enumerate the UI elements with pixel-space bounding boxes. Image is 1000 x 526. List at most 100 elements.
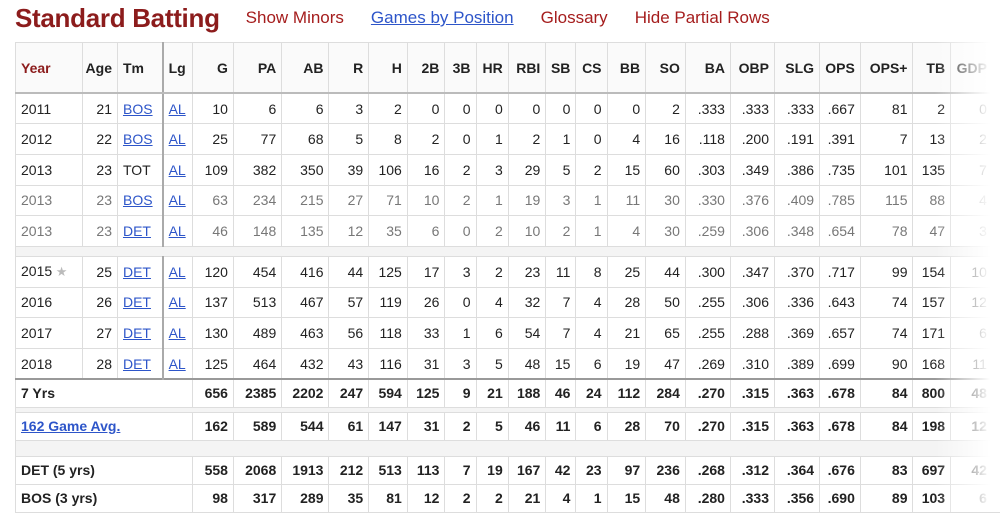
cell: 148 [232, 215, 283, 247]
cell: 6 [475, 317, 509, 349]
cell: .409 [773, 184, 821, 217]
cell: .370 [773, 255, 821, 288]
league-link[interactable]: AL [168, 161, 186, 178]
cell: 4 [475, 286, 509, 319]
season-row: 2013 23 DET AL 46 148 135 12 35 6 0 2 10 2 1 4 30.259.30… [15, 215, 1000, 247]
hide-partial-rows-link[interactable]: Hide Partial Rows [634, 8, 770, 27]
cell: 284 [645, 378, 686, 408]
cell: 2 [475, 215, 509, 247]
cell: DET [116, 286, 164, 319]
league-link[interactable]: AL [168, 223, 186, 240]
league-link[interactable]: AL [168, 325, 186, 342]
cell: 0 [507, 92, 547, 125]
cell: 10 [406, 184, 446, 217]
show-minors-link[interactable]: Show Minors [245, 8, 344, 27]
cell: 28 [81, 348, 118, 380]
team-link[interactable]: DET [122, 223, 151, 240]
cell: 464 [232, 348, 283, 380]
cell: DET [116, 317, 164, 349]
glossary-link[interactable]: Glossary [540, 8, 608, 27]
cell: 54 [507, 317, 547, 349]
cell: .347 [729, 255, 775, 288]
cell: 99 [859, 255, 914, 288]
league-link[interactable]: AL [168, 263, 186, 280]
cell: 4 [606, 215, 647, 247]
cell: 3 [475, 153, 509, 186]
cell: 27 [328, 184, 370, 217]
team-link[interactable]: BOS [122, 100, 153, 117]
team-link[interactable]: DET [122, 263, 151, 280]
cell: 0 [444, 215, 477, 247]
cell: 81 [859, 92, 914, 125]
column-header: Year [15, 42, 83, 94]
total-label: BOS (3 yrs) [15, 483, 194, 513]
team-link[interactable]: DET [122, 355, 151, 372]
cell: 0 [444, 123, 477, 155]
team-link[interactable]: BOS [122, 192, 153, 209]
column-header: SLG [773, 42, 821, 94]
games-by-position-link[interactable]: Games by Position [370, 8, 514, 27]
cell: 25 [606, 255, 647, 288]
team-link[interactable]: DET [122, 294, 151, 311]
league-link[interactable]: AL [168, 355, 186, 372]
cell: 2 [950, 123, 993, 155]
cell: 19 [507, 184, 547, 217]
cell: 42 [950, 455, 993, 485]
cell: 2 [545, 215, 577, 247]
cell: .191 [773, 123, 821, 155]
cell: 84 [859, 411, 914, 441]
spacer-cell [15, 439, 1000, 457]
cell: 70 [645, 411, 686, 441]
cell: 44 [328, 255, 370, 288]
cell: 35 [328, 483, 370, 513]
cell: 29 [507, 153, 547, 186]
league-link[interactable]: AL [168, 192, 186, 209]
cell: 2 [475, 483, 509, 513]
cell: .255 [684, 286, 731, 319]
cell: 26 [406, 286, 446, 319]
cell: 3 [545, 184, 577, 217]
cell: AL [161, 92, 194, 125]
cell: 25 [81, 255, 118, 288]
cell: 157 [912, 286, 952, 319]
cell: .310 [729, 348, 775, 380]
column-header: RBI [507, 42, 547, 94]
cell: 4 [575, 317, 608, 349]
cell: 125 [192, 348, 234, 380]
cell: 43 [328, 348, 370, 380]
cell: 0 [545, 92, 577, 125]
cell: 3 [328, 92, 370, 125]
column-header: HR [475, 42, 509, 94]
league-link[interactable]: AL [168, 100, 186, 117]
team-link[interactable]: DET [122, 325, 151, 342]
cell: .654 [819, 215, 861, 247]
cell: .333 [773, 92, 821, 125]
cell: .717 [819, 255, 861, 288]
cell: AL [161, 184, 194, 217]
cell: TOT [116, 153, 164, 186]
league-link[interactable]: AL [168, 131, 186, 148]
cell: 27 [81, 317, 118, 349]
cell: 113 [406, 455, 446, 485]
cell: 147 [368, 411, 408, 441]
column-header: HBP [991, 42, 1000, 94]
cell: .667 [819, 92, 861, 125]
league-link[interactable]: AL [168, 294, 186, 311]
cell: .363 [773, 378, 821, 408]
cell: .657 [819, 317, 861, 349]
cell: 0 [991, 92, 1000, 125]
avg-link[interactable]: 162 Game Avg. [21, 418, 121, 435]
cell: 10 [507, 215, 547, 247]
cell: .288 [729, 317, 775, 349]
cell: 0 [444, 286, 477, 319]
cell: 44 [645, 255, 686, 288]
team-link[interactable]: BOS [122, 131, 153, 148]
cell: .315 [729, 378, 775, 408]
cell: 88 [912, 184, 952, 217]
cell: 4 [545, 483, 577, 513]
cell: 1 [575, 184, 608, 217]
cell: 84 [859, 378, 914, 408]
cell: 2068 [232, 455, 283, 485]
cell: 594 [368, 378, 408, 408]
total-row: DET (5 yrs) 558 2068 1913 212 513 113 7 19 167 42 2… [15, 455, 1000, 485]
